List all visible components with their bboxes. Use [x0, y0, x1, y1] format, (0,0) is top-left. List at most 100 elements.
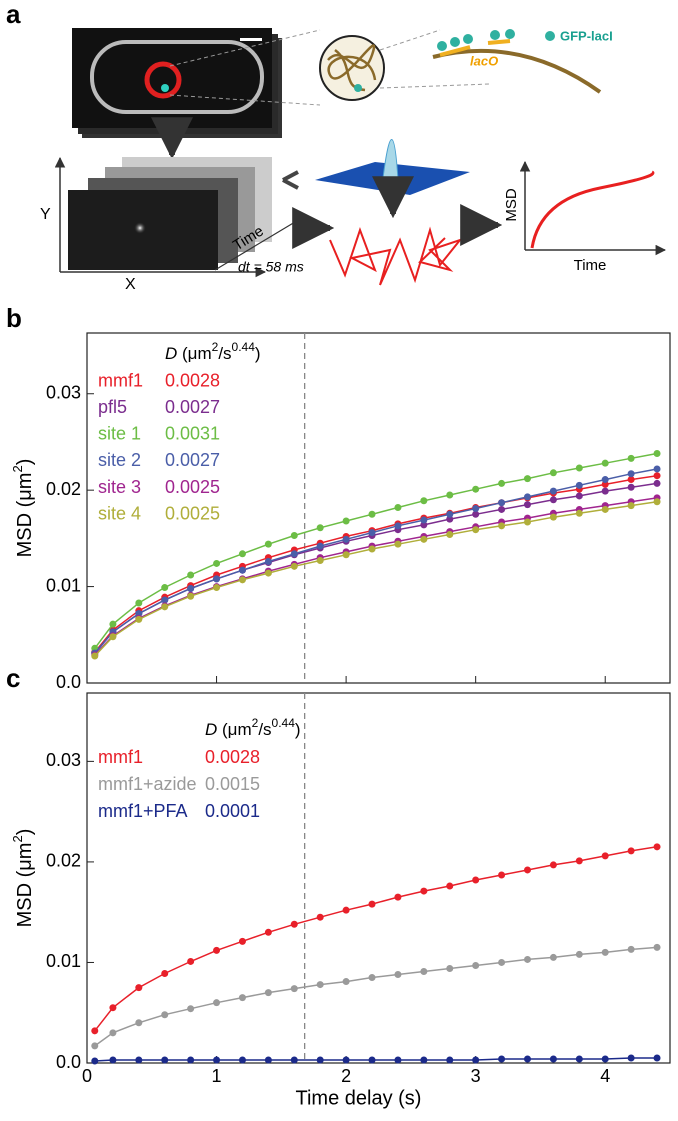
- data-point: [498, 479, 506, 487]
- data-point: [601, 476, 609, 484]
- data-point: [601, 505, 609, 513]
- data-point: [523, 1055, 531, 1063]
- series-line: [94, 500, 658, 657]
- data-point: [575, 481, 583, 489]
- y-tick-label: 0.03: [46, 750, 81, 770]
- data-point: [394, 504, 402, 512]
- legend-value: 0.0028: [205, 747, 260, 767]
- data-point: [498, 1055, 506, 1063]
- data-point: [523, 955, 531, 963]
- data-point: [213, 999, 221, 1007]
- data-point: [264, 989, 272, 997]
- data-point: [446, 882, 454, 890]
- data-point: [264, 569, 272, 577]
- data-point: [627, 847, 635, 855]
- legend-title-part: 0.44: [232, 340, 256, 354]
- y-tick-label: 0.02: [46, 479, 81, 499]
- spot: [161, 84, 169, 92]
- time-axis: [214, 221, 296, 271]
- data-point: [653, 1054, 661, 1062]
- data-point: [653, 498, 661, 506]
- data-point: [472, 485, 480, 493]
- data-point: [446, 964, 454, 972]
- data-point: [653, 465, 661, 473]
- data-point: [601, 480, 609, 488]
- data-point: [523, 501, 531, 509]
- x-tick-label: 4: [600, 1066, 610, 1086]
- y-axis-label-part: ): [14, 459, 36, 466]
- data-point: [342, 551, 350, 559]
- nucleus: [144, 61, 182, 99]
- data-point: [91, 1042, 99, 1050]
- data-point: [575, 492, 583, 500]
- legend-title-part: ): [255, 344, 261, 363]
- y-tick-label: 0.02: [46, 851, 81, 871]
- data-point: [627, 945, 635, 953]
- data-point: [213, 584, 221, 592]
- series: [91, 1054, 661, 1065]
- panel-label: b: [6, 303, 22, 333]
- data-point: [601, 948, 609, 956]
- zoom-line: [379, 83, 491, 89]
- data-point: [498, 958, 506, 966]
- data-point: [523, 518, 531, 526]
- data-point: [523, 475, 531, 483]
- series: [91, 843, 661, 1035]
- data-point: [238, 566, 246, 574]
- data-point: [627, 502, 635, 510]
- legend-value: 0.0027: [165, 450, 220, 470]
- data-point: [238, 576, 246, 584]
- data-point: [446, 491, 454, 499]
- y-tick-label: 0.01: [46, 951, 81, 971]
- data-point: [653, 479, 661, 487]
- data-point: [264, 1056, 272, 1064]
- data-point: [498, 522, 506, 530]
- data-point: [290, 1056, 298, 1064]
- data-point: [161, 596, 169, 604]
- series-line: [94, 1057, 657, 1062]
- data-point: [575, 509, 583, 517]
- data-point: [187, 1056, 195, 1064]
- data-point: [446, 1056, 454, 1064]
- data-point: [653, 843, 661, 851]
- y-tick-label: 0.0: [56, 1052, 81, 1072]
- data-point: [290, 985, 298, 993]
- data-point: [187, 1005, 195, 1013]
- x-axis-label: Time delay (s): [296, 1087, 422, 1109]
- data-point: [342, 535, 350, 543]
- data-point: [135, 1019, 143, 1027]
- data-point: [290, 550, 298, 558]
- data-point: [653, 472, 661, 480]
- series-line: [94, 846, 658, 1032]
- data-point: [575, 1055, 583, 1063]
- data-point: [653, 943, 661, 951]
- legend-value: 0.0015: [205, 774, 260, 794]
- data-point: [342, 978, 350, 986]
- data-point: [109, 620, 117, 628]
- data-point: [316, 913, 324, 921]
- scale-bar: [240, 38, 262, 41]
- data-point: [238, 1056, 246, 1064]
- spot: [354, 84, 362, 92]
- panel-a: a GFP-lacI lacO Y X Time dt = 58 m: [6, 0, 667, 293]
- legend-value: 0.0001: [205, 801, 260, 821]
- legend-name: mmf1+PFA: [98, 801, 188, 821]
- series: [91, 943, 661, 1050]
- legend-title-part: (μm: [217, 720, 251, 739]
- data-point: [575, 857, 583, 865]
- data-point: [342, 906, 350, 914]
- zoom-line: [169, 29, 321, 67]
- msd-label: MSD: [503, 188, 520, 222]
- legend-title-part: /s: [218, 344, 231, 363]
- spot: [134, 222, 146, 234]
- data-point: [342, 517, 350, 525]
- dt-label: dt = 58 ms: [238, 259, 304, 275]
- legend-value: 0.0025: [165, 503, 220, 523]
- data-point: [446, 515, 454, 523]
- legend-value: 0.0028: [165, 370, 220, 390]
- legend-value: 0.0025: [165, 477, 220, 497]
- legend-title-part: 0.44: [272, 716, 296, 730]
- data-point: [368, 529, 376, 537]
- data-point: [264, 558, 272, 566]
- data-point: [627, 1054, 635, 1062]
